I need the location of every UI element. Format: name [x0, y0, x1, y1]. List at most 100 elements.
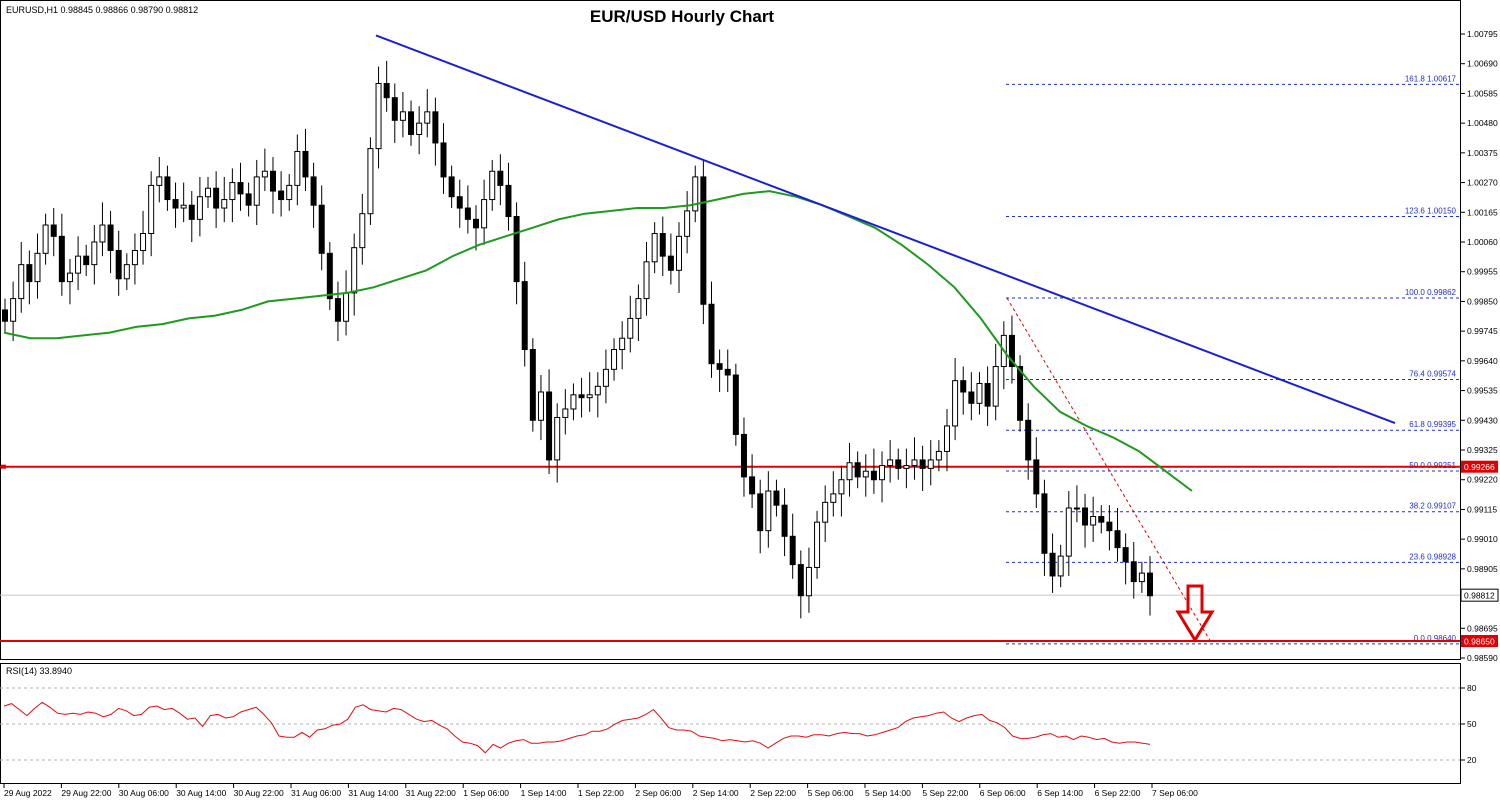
candle-body — [740, 433, 747, 478]
trendline-layer[interactable] — [375, 34, 1396, 425]
candle-body — [700, 176, 707, 305]
candle-body — [992, 366, 999, 407]
candle-body — [529, 349, 536, 421]
candle-body — [334, 298, 341, 322]
candle-body — [676, 235, 683, 271]
rsi-pane-frame — [0, 663, 1461, 784]
rsi-tick-label: 80 — [1467, 683, 1477, 693]
candle-body — [854, 462, 861, 478]
candle-body — [708, 303, 715, 365]
candle-body — [578, 394, 585, 399]
candle-body — [408, 111, 415, 135]
level-price-box — [1461, 635, 1498, 648]
price-tick-label: 1.00165 — [1467, 207, 1498, 217]
candle-body — [1008, 334, 1015, 368]
candle-body — [448, 176, 455, 198]
symbol-header: EURUSD,H1 0.98845 0.98866 0.98790 0.9881… — [6, 5, 198, 15]
candle-body — [343, 292, 350, 322]
candle-body — [66, 272, 73, 283]
candle-body — [879, 465, 886, 481]
candle-body — [489, 170, 496, 201]
price-tick-label: 0.99115 — [1467, 504, 1497, 514]
candle-body — [294, 150, 301, 186]
candle-body — [205, 187, 212, 198]
candle-body — [789, 535, 796, 566]
candle-body — [367, 148, 374, 215]
fib-level-label: 123.6 1.00150 — [1405, 207, 1457, 216]
candle-body — [984, 382, 991, 407]
candle-body — [911, 459, 918, 467]
candle-body — [148, 184, 155, 235]
price-tick-label: 1.00060 — [1467, 237, 1498, 247]
candle-body — [1017, 366, 1024, 421]
price-tick-label: 1.00270 — [1467, 178, 1498, 188]
candle-body — [1090, 516, 1097, 526]
candle-body — [180, 204, 187, 209]
time-tick-label: 31 Aug 22:00 — [406, 788, 456, 798]
time-tick-label: 7 Sep 06:00 — [1152, 788, 1198, 798]
current-price-label: 0.98812 — [1464, 591, 1495, 601]
candle-body — [546, 391, 553, 461]
candle-body — [172, 199, 179, 209]
price-tick-label: 1.00585 — [1467, 88, 1498, 98]
price-tick-label: 0.98905 — [1467, 564, 1498, 574]
candle-body — [42, 224, 49, 254]
time-tick-label: 30 Aug 06:00 — [119, 788, 169, 798]
price-tick-label: 0.99220 — [1467, 475, 1498, 485]
candle-body — [58, 235, 65, 283]
candle-body — [91, 241, 98, 266]
candle-body — [635, 298, 642, 319]
candle-body — [1065, 507, 1072, 557]
fib-level-label: 161.8 1.00617 — [1405, 74, 1457, 83]
candle-body — [1114, 530, 1121, 549]
candle-body — [862, 470, 869, 478]
candle-body — [513, 216, 520, 283]
candle-body — [123, 264, 130, 280]
candle-body — [237, 182, 244, 195]
candle-body — [107, 224, 114, 251]
candle-body — [619, 337, 626, 351]
candle-body — [895, 459, 902, 469]
current-price-box — [1460, 588, 1499, 602]
time-tick-label: 1 Sep 14:00 — [521, 788, 567, 798]
candle-body — [99, 224, 106, 243]
candle-body — [887, 459, 894, 467]
candle-body — [968, 391, 975, 404]
fib-level-label: 0.0 0.98640 — [1414, 634, 1457, 643]
candle-body — [286, 184, 293, 201]
candle-body — [1122, 547, 1129, 563]
candle-body — [1130, 561, 1137, 583]
candle-body — [497, 170, 504, 186]
fib-level-label: 38.2 0.99107 — [1409, 502, 1456, 511]
candle-body — [464, 207, 471, 220]
candle-body — [716, 363, 723, 370]
price-tick-label: 1.00375 — [1467, 148, 1498, 158]
candle-body — [1049, 552, 1056, 577]
candle-body — [1082, 507, 1089, 526]
candle-body — [26, 264, 33, 283]
candle-body — [927, 459, 934, 469]
fib-level-label: 76.4 0.99574 — [1409, 370, 1456, 379]
ma-line — [3, 190, 1193, 492]
candle-body — [952, 380, 959, 427]
candle-body — [318, 204, 325, 254]
time-tick-label: 6 Sep 06:00 — [980, 788, 1026, 798]
horizontal-levels[interactable]: 0.99266 0.98650 0.98812 — [0, 460, 1499, 648]
candle-body — [1106, 521, 1113, 532]
candle-body — [651, 233, 658, 263]
candle-body — [310, 176, 317, 206]
candle-body — [521, 281, 528, 351]
candle-body — [643, 261, 650, 300]
candle-body — [440, 142, 447, 178]
price-tick-label: 0.99010 — [1467, 534, 1498, 544]
candle-body — [383, 83, 390, 99]
fibonacci-retracement[interactable]: 161.8 1.00617 123.6 1.00150 100.0 0.99862 7… — [1006, 74, 1460, 645]
candle-body — [570, 394, 577, 410]
price-tick-label: 1.00690 — [1467, 59, 1498, 69]
candle-body — [554, 416, 561, 461]
candle-body — [115, 249, 122, 280]
fib-level-label: 100.0 0.99862 — [1405, 288, 1457, 297]
candle-body — [34, 252, 41, 283]
